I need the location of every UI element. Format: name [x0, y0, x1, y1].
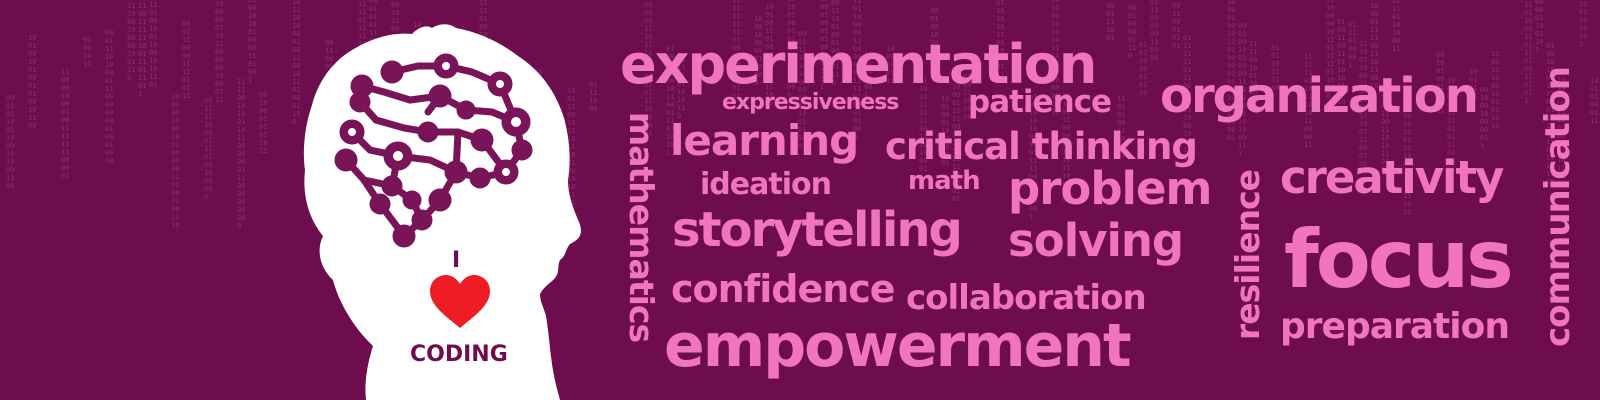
- circuit-brain-icon: [334, 53, 533, 248]
- word-confidence: confidence: [671, 267, 896, 311]
- child-head-silhouette: [303, 24, 581, 400]
- word-empowerment: empowerment: [664, 311, 1132, 381]
- word-critical-thinking: critical thinking: [885, 125, 1198, 168]
- word-creativity: creativity: [1280, 151, 1504, 204]
- binary-rain-column: 100101000111: [1590, 77, 1599, 125]
- word-problem: problem: [1008, 162, 1212, 215]
- binary-rain-column: 00110111000000110000: [1150, 0, 1159, 62]
- word-mathematics: mathematics: [622, 111, 661, 343]
- word-math: math: [908, 166, 981, 196]
- word-organization: organization: [1160, 68, 1479, 124]
- badge-i-label: I: [452, 248, 461, 273]
- word-preparation: preparation: [1280, 306, 1510, 347]
- word-solving: solving: [1008, 214, 1184, 267]
- word-experimentation: experimentation: [620, 33, 1097, 96]
- word-ideation: ideation: [700, 167, 832, 202]
- binary-rain-column: 11011010101: [1579, 0, 1588, 48]
- word-collaboration: collaboration: [906, 278, 1147, 318]
- word-learning: learning: [670, 116, 859, 165]
- badge-coding-label: CODING: [410, 342, 508, 367]
- word-expressiveness: expressiveness: [722, 90, 899, 115]
- binary-rain-column: 0101110110100011: [1392, 0, 1401, 53]
- binary-rain-column: 0001000001110: [1128, 4, 1137, 60]
- heart-icon: [430, 275, 490, 328]
- binary-rain-column: 01110100001: [1348, 21, 1357, 69]
- word-storytelling: storytelling: [672, 202, 963, 258]
- binary-rain-column: 11000001111001: [1106, 0, 1115, 42]
- word-communication: communication: [1538, 67, 1578, 348]
- binary-rain-column: 11001110001001011010: [1491, 50, 1500, 130]
- word-patience: patience: [968, 84, 1112, 120]
- binary-rain-column: 01011000010110: [1139, 41, 1148, 97]
- word-resilience: resilience: [1228, 169, 1267, 341]
- word-focus: focus: [1284, 213, 1514, 306]
- binary-rain-column: 1101100011011101001101011: [1524, 1, 1533, 105]
- binary-rain-column: 001000100000011: [1480, 86, 1489, 150]
- binary-rain-column: 01001100010101: [1172, 0, 1181, 50]
